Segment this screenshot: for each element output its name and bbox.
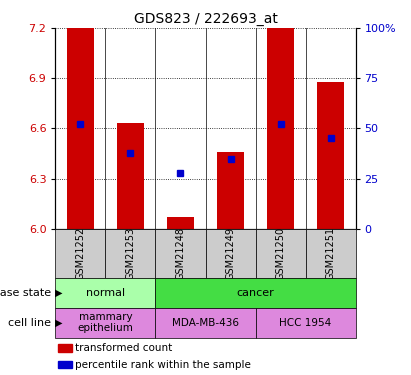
Bar [256,229,305,278]
Text: HCC 1954: HCC 1954 [279,318,332,327]
Bar [58,361,72,368]
Text: MDA-MB-436: MDA-MB-436 [172,318,239,327]
Bar [167,217,194,229]
Bar [305,229,356,278]
Text: ▶: ▶ [55,288,62,297]
Text: disease state: disease state [0,288,51,297]
Bar [106,229,155,278]
Text: percentile rank within the sample: percentile rank within the sample [75,360,251,369]
Text: mammary
epithelium: mammary epithelium [78,312,134,333]
Text: GSM21251: GSM21251 [326,226,335,280]
Bar [256,308,356,338]
Bar [58,344,72,352]
Text: GSM21253: GSM21253 [125,226,136,280]
Bar [155,229,206,278]
Text: GSM21252: GSM21252 [76,226,85,280]
Bar [117,123,144,229]
Bar [55,308,155,338]
Title: GDS823 / 222693_at: GDS823 / 222693_at [134,12,277,26]
Text: GSM21249: GSM21249 [226,226,236,280]
Text: GSM21250: GSM21250 [275,226,286,280]
Bar [67,28,94,229]
Bar [55,229,106,278]
Text: GSM21248: GSM21248 [175,226,185,280]
Text: normal: normal [86,288,125,297]
Bar [206,229,256,278]
Bar [55,278,155,308]
Text: cancer: cancer [237,288,275,297]
Text: ▶: ▶ [55,318,62,327]
Bar [317,82,344,229]
Bar [155,278,356,308]
Bar [155,308,256,338]
Bar [267,28,294,229]
Text: cell line: cell line [8,318,51,327]
Bar [217,152,244,229]
Text: transformed count: transformed count [75,343,172,353]
